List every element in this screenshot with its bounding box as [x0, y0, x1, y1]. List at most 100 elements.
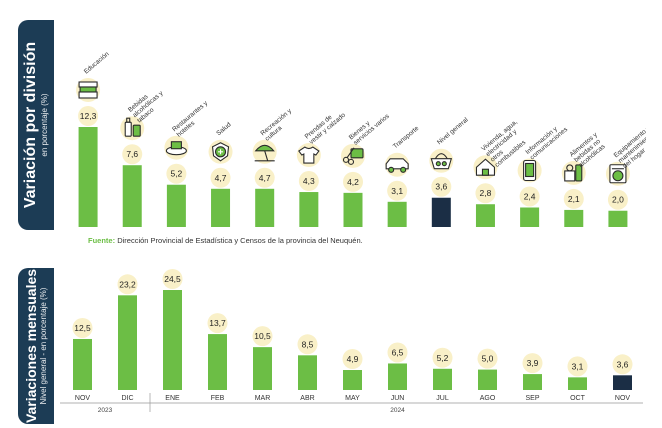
division-bar-group-bienes-y-servicios-varios: 4,2 Bienes yservicios varios	[341, 107, 392, 227]
monthly-bar-group-ene-2: 24,5 ENE	[162, 269, 183, 402]
category-label-prendas-de-vestir-y-calzado: Prendas devestir y calzado	[304, 106, 348, 146]
division-bar-group-salud: 4,7 Salud	[208, 121, 233, 227]
value-bubble	[477, 348, 498, 369]
bar-abr-5	[298, 355, 317, 390]
source-text: Dirección Provincial de Estadística y Ce…	[117, 236, 363, 245]
washing-machine-icon	[609, 164, 627, 184]
value-bubble	[519, 186, 540, 207]
bar-bienes-y-servicios-varios	[343, 192, 363, 227]
value-label-prendas-de-vestir-y-calzado: 4,3	[303, 176, 315, 186]
value-label-salud: 4,7	[215, 173, 227, 183]
value-label-abr-5: 8,5	[302, 339, 314, 349]
value-bubble	[432, 347, 453, 368]
value-bubble	[387, 342, 408, 363]
monthly-bar-group-nov-0: 12,5 NOV	[72, 317, 93, 402]
value-label-vivienda-agua-electricidad-y-otros-combustibles: 2,8	[480, 188, 492, 198]
value-label-transporte: 3,1	[391, 186, 403, 196]
bar-bebidas-alcoholicas-y-tabaco	[122, 165, 142, 227]
value-label-restaurantes-y-hoteles: 5,2	[170, 169, 182, 179]
year-label-2024: 2024	[390, 407, 405, 414]
bar-feb-3	[208, 334, 227, 390]
bar-nov-12	[613, 375, 632, 390]
monthly-bar-group-nov-12: 3,6 NOV	[612, 354, 633, 402]
month-label-ago-9: AGO	[480, 395, 496, 402]
category-label-bienes-y-servicios-varios: Bienes yservicios varios	[348, 107, 392, 147]
month-label-feb-3: FEB	[211, 395, 225, 402]
value-label-feb-3: 13,7	[209, 318, 226, 328]
value-label-alimentos-y-bebidas-no-alcoholicas: 2,1	[568, 194, 580, 204]
month-label-may-6: MAY	[345, 395, 360, 402]
bar-restaurantes-y-hoteles	[166, 184, 186, 227]
value-label-oct-11: 3,1	[572, 361, 584, 371]
bar-sep-10	[523, 374, 542, 390]
basket-icon	[430, 153, 453, 170]
division-bar-group-restaurantes-y-hoteles: 5,2 Restaurantes yhoteles	[164, 99, 210, 227]
bar-recreacion-y-cultura	[255, 188, 275, 227]
division-bar-group-recreacion-y-cultura: 4,7 Recreación ycultura	[252, 107, 294, 227]
value-bubble	[297, 334, 318, 355]
monthly-chart-panel: Variaciones mensuales Nivel general - en…	[18, 268, 646, 424]
value-label-bebidas-alcoholicas-y-tabaco: 7,6	[126, 149, 138, 159]
bar-jun-7	[388, 363, 407, 390]
category-label-transporte: Transporte	[392, 125, 421, 151]
car-icon	[385, 158, 409, 173]
value-label-nov-0: 12,5	[74, 323, 91, 333]
monthly-bar-group-oct-11: 3,1 OCT	[567, 356, 588, 402]
value-bubble	[475, 183, 496, 204]
month-label-jul-8: JUL	[436, 395, 449, 402]
value-bubble	[162, 269, 183, 289]
value-bubble	[342, 349, 363, 369]
value-label-ene-2: 24,5	[164, 274, 181, 284]
monthly-bar-group-jul-8: 5,2 JUL	[432, 347, 453, 402]
value-bubble	[343, 171, 363, 192]
groceries-icon	[564, 164, 583, 182]
value-bubble	[210, 167, 231, 188]
value-label-nivel-general: 3,6	[435, 182, 447, 192]
value-label-equipamiento-y-mantenimiento-del-hogar: 2,0	[612, 195, 624, 205]
month-label-jun-7: JUN	[391, 395, 405, 402]
category-label-educacion: Educación	[83, 50, 111, 75]
value-bubble	[72, 317, 93, 338]
bar-vivienda-agua-electricidad-y-otros-combustibles	[475, 204, 495, 227]
bar-oct-11	[568, 377, 587, 390]
bar-educacion	[78, 127, 98, 227]
value-label-jul-8: 5,2	[437, 353, 449, 363]
bar-jul-8	[433, 368, 452, 390]
value-label-sep-10: 3,9	[527, 358, 539, 368]
division-bar-group-educacion: 12,3 Educación	[76, 50, 111, 227]
beach-umbrella-icon	[254, 144, 275, 162]
scissors-card-icon	[342, 147, 364, 165]
bar-ene-2	[163, 290, 182, 390]
bar-ago-9	[478, 369, 497, 390]
house-utilities-icon	[475, 158, 496, 176]
category-label-informacion-y-comunicaciones: Información ycomunicaciones	[524, 120, 569, 161]
month-label-dic-1: DIC	[121, 395, 133, 402]
division-bar-group-nivel-general: 3,6 Nivel general	[429, 116, 470, 227]
value-bubble	[298, 171, 319, 192]
monthly-chart-sidebar: Variaciones mensuales Nivel general - en…	[18, 268, 54, 424]
source-label: Fuente:	[88, 236, 116, 245]
value-label-may-6: 4,9	[347, 354, 359, 364]
source-note: Fuente: Dirección Provincial de Estadíst…	[88, 236, 363, 245]
tshirt-icon	[298, 146, 320, 164]
month-label-oct-11: OCT	[570, 395, 586, 402]
food-icon	[165, 141, 187, 156]
monthly-bar-chart: 12,5 NOV 23,2 DIC 24,5 ENE 13,7 FEB 10,5 MAR 8,5 AB…	[60, 269, 643, 414]
health-cross-icon	[211, 142, 230, 162]
monthly-bar-group-dic-1: 23,2 DIC	[117, 274, 138, 402]
value-bubble	[78, 106, 99, 126]
month-label-ene-2: ENE	[165, 395, 180, 402]
year-label-2023: 2023	[98, 407, 113, 414]
bar-salud	[211, 188, 231, 227]
value-bubble	[122, 144, 143, 165]
bar-nivel-general	[431, 197, 451, 227]
value-label-nov-12: 3,6	[617, 359, 629, 369]
value-bubble	[166, 163, 187, 184]
bar-equipamiento-y-mantenimiento-del-hogar	[608, 210, 628, 227]
division-chart-sidebar: Variación por división en porcentaje (%)	[18, 20, 54, 230]
bar-mar-4	[253, 347, 272, 390]
value-label-recreacion-y-cultura: 4,7	[259, 173, 271, 183]
